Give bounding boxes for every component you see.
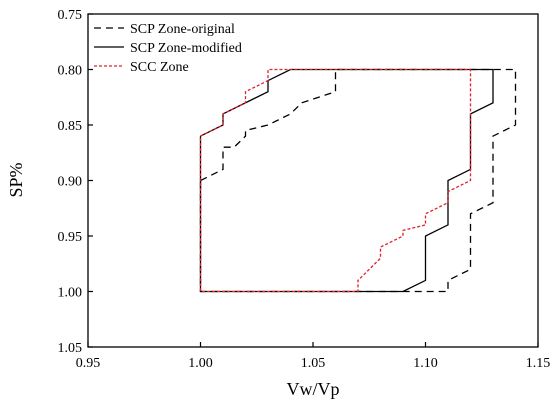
series-layer [199,68,517,293]
y-tick-label: 1.00 [58,286,83,301]
y-tick-label: 0.75 [58,8,83,23]
series-line-3 [199,68,472,293]
plot-frame [87,13,539,348]
legend-label: SCP Zone-original [130,22,235,37]
y-tick-label: 1.05 [58,341,83,356]
x-tick-label: 1.05 [301,356,326,371]
y-tick-label: 0.85 [58,119,83,134]
y-axis-label: SP% [6,162,26,197]
ticks-layer: 0.95 1.00 1.05 1.10 1.15 0.75 0.80 0.85 0.90 0.95… [58,8,550,371]
legend-label: SCC Zone [130,60,189,75]
x-tick-label: 0.95 [76,356,101,371]
y-tick-label: 0.90 [58,175,83,190]
legend-label: SCP Zone-modified [130,41,242,56]
x-axis-label: Vw/Vp [287,379,340,399]
x-tick-label: 1.15 [526,356,550,371]
y-tick-label: 0.80 [58,64,83,79]
x-tick-label: 1.00 [188,356,213,371]
legend: SCP Zone-original SCP Zone-modified SCC Zo… [94,22,242,75]
x-tick-label: 1.10 [413,356,438,371]
series-line-1 [199,68,517,293]
y-tick-label: 0.95 [58,230,83,245]
